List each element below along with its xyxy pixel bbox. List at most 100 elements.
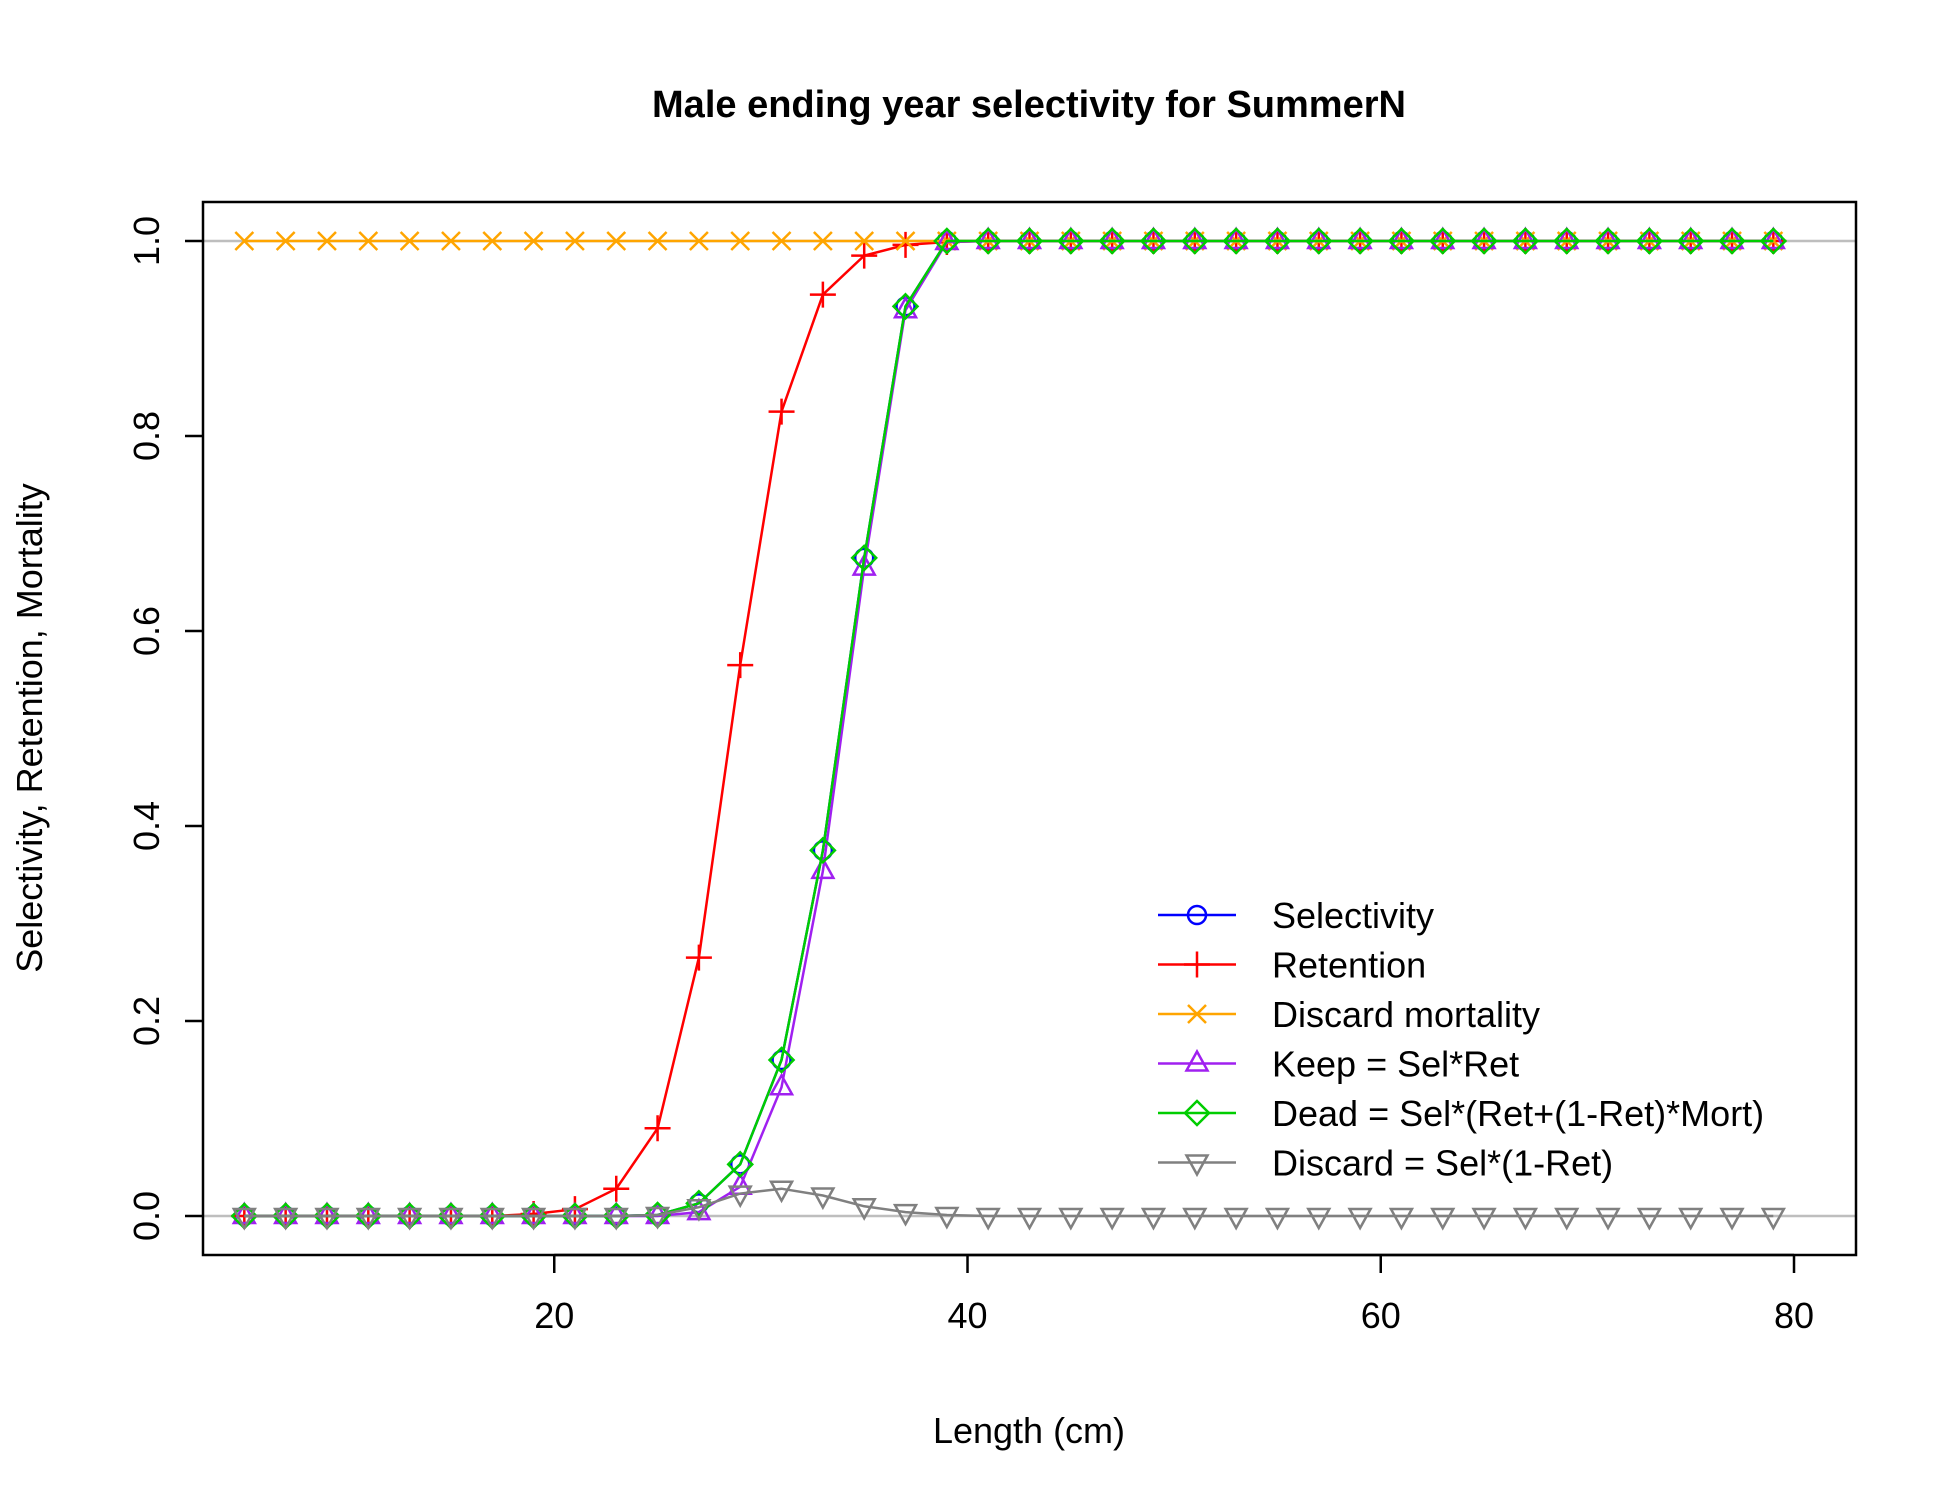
y-tick-label-4: 0.8 bbox=[126, 411, 167, 461]
y-tick-label-1: 0.2 bbox=[126, 996, 167, 1046]
y-tick-label-0: 0.0 bbox=[126, 1191, 167, 1241]
series-3-point-20 bbox=[1058, 226, 1084, 250]
series-4-point-14 bbox=[809, 836, 837, 865]
series-line-1 bbox=[244, 239, 1774, 1218]
series-5-point-1 bbox=[273, 1207, 299, 1231]
x-tick-label-0: 20 bbox=[534, 1295, 574, 1336]
series-5-point-13 bbox=[768, 1180, 795, 1204]
series-4-point-28 bbox=[1387, 227, 1416, 255]
series-5-point-35 bbox=[1678, 1207, 1704, 1231]
series-5-point-3 bbox=[355, 1207, 381, 1231]
legend-label-5: Discard = Sel*(1-Ret) bbox=[1272, 1143, 1613, 1184]
series-1 bbox=[231, 228, 1787, 1229]
series-5-point-11 bbox=[686, 1198, 712, 1222]
series-group bbox=[230, 226, 1788, 1231]
series-4-point-34 bbox=[1635, 227, 1664, 255]
series-4-point-29 bbox=[1428, 227, 1457, 255]
series-5-point-32 bbox=[1554, 1207, 1580, 1231]
series-4-point-33 bbox=[1594, 227, 1622, 255]
series-5-point-21 bbox=[1099, 1207, 1125, 1231]
series-5-point-18 bbox=[975, 1207, 1001, 1231]
series-2-point-2 bbox=[317, 231, 337, 251]
legend-label-1: Retention bbox=[1272, 945, 1426, 986]
legend-item-1: Retention bbox=[1158, 945, 1426, 986]
y-tick-label-3: 0.6 bbox=[126, 606, 167, 656]
x-tick-label-3: 80 bbox=[1774, 1295, 1814, 1336]
series-3-point-30 bbox=[1471, 226, 1497, 250]
reference-lines bbox=[203, 239, 1856, 1218]
series-3-point-24 bbox=[1223, 226, 1249, 250]
series-3-point-14 bbox=[810, 856, 836, 880]
series-3-point-22 bbox=[1140, 226, 1167, 250]
series-4-point-27 bbox=[1346, 227, 1374, 255]
series-3-point-6 bbox=[479, 1201, 505, 1225]
series-5-point-15 bbox=[851, 1198, 877, 1221]
x-tick-label-2: 60 bbox=[1361, 1295, 1401, 1336]
series-1-point-9 bbox=[603, 1175, 630, 1202]
series-line-3 bbox=[244, 239, 1774, 1218]
series-2-point-10 bbox=[647, 231, 668, 251]
legend-label-2: Discard mortality bbox=[1272, 994, 1540, 1035]
series-2-point-8 bbox=[565, 231, 585, 251]
series-3-point-13 bbox=[768, 1072, 795, 1096]
series-3-point-4 bbox=[397, 1201, 423, 1225]
legend-marker-4 bbox=[1183, 1099, 1211, 1127]
series-2-point-0 bbox=[234, 231, 255, 251]
series-4-point-22 bbox=[1139, 227, 1168, 255]
series-3-point-33 bbox=[1595, 226, 1621, 250]
series-3-point-28 bbox=[1388, 226, 1415, 250]
series-2-point-14 bbox=[812, 231, 833, 251]
series-4-point-16 bbox=[891, 292, 920, 321]
series-3-point-0 bbox=[231, 1201, 257, 1225]
series-3-point-17 bbox=[934, 227, 960, 251]
series-2-point-16 bbox=[895, 231, 916, 251]
series-1-point-13 bbox=[768, 398, 795, 425]
series-3-point-26 bbox=[1306, 226, 1332, 250]
series-4-point-17 bbox=[933, 227, 961, 255]
series-5-point-20 bbox=[1058, 1207, 1084, 1231]
series-2-point-9 bbox=[606, 231, 627, 251]
series-5-point-12 bbox=[727, 1185, 753, 1209]
legend-item-3: Keep = Sel*Ret bbox=[1158, 1044, 1519, 1085]
legend: Selectivity Retention Discard mortality Kee… bbox=[1158, 895, 1764, 1184]
series-4-point-24 bbox=[1222, 227, 1250, 255]
series-4-point-12 bbox=[726, 1150, 754, 1179]
series-2-point-4 bbox=[399, 231, 420, 251]
legend-marker-5 bbox=[1184, 1154, 1210, 1178]
series-5-point-25 bbox=[1264, 1207, 1291, 1231]
series-4-point-37 bbox=[1759, 227, 1788, 255]
series-4-point-13 bbox=[767, 1046, 796, 1074]
series-2-point-3 bbox=[358, 231, 379, 251]
series-5-point-34 bbox=[1636, 1207, 1662, 1231]
series-2-point-15 bbox=[854, 231, 875, 251]
series-4-point-35 bbox=[1676, 227, 1705, 255]
series-3-point-35 bbox=[1678, 226, 1704, 250]
y-tick-label-2: 0.4 bbox=[126, 801, 167, 851]
series-5-point-30 bbox=[1471, 1207, 1497, 1231]
series-3-point-21 bbox=[1099, 226, 1125, 250]
series-1-point-15 bbox=[851, 242, 878, 269]
series-4-point-25 bbox=[1263, 227, 1292, 255]
legend-item-5: Discard = Sel*(1-Ret) bbox=[1158, 1143, 1613, 1184]
x-tick-label-1: 40 bbox=[947, 1295, 987, 1336]
series-4-point-15 bbox=[850, 544, 878, 572]
series-5-point-14 bbox=[810, 1187, 836, 1211]
series-4-point-26 bbox=[1305, 227, 1333, 255]
series-3-point-1 bbox=[273, 1201, 299, 1225]
series-3-point-18 bbox=[975, 226, 1001, 250]
series-4-point-21 bbox=[1098, 227, 1126, 255]
series-4-point-18 bbox=[974, 227, 1002, 255]
series-line-0 bbox=[244, 239, 1774, 1218]
series-1-point-14 bbox=[809, 281, 836, 308]
series-3-point-2 bbox=[314, 1201, 340, 1225]
series-5-point-23 bbox=[1182, 1207, 1208, 1231]
series-2-point-11 bbox=[689, 231, 709, 251]
series-1-point-12 bbox=[727, 652, 754, 679]
series-1-point-10 bbox=[644, 1115, 671, 1142]
series-1-point-11 bbox=[685, 944, 712, 971]
series-2-point-5 bbox=[441, 231, 461, 251]
series-2-point-7 bbox=[523, 231, 544, 251]
series-4-point-30 bbox=[1470, 227, 1498, 255]
series-line-5 bbox=[244, 1187, 1774, 1218]
